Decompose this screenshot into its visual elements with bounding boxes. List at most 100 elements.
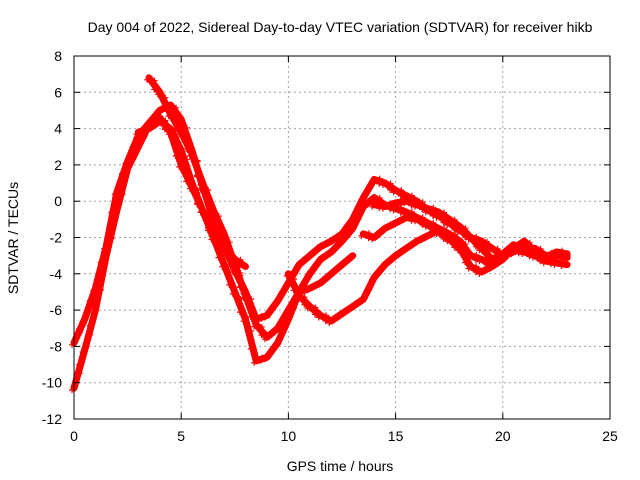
data-point — [322, 318, 329, 325]
y-tick-label: -2 — [50, 230, 63, 246]
data-point — [462, 249, 469, 256]
data-point — [354, 300, 361, 307]
data-point — [326, 320, 333, 326]
data-point — [369, 276, 376, 283]
data-point — [519, 247, 526, 254]
y-tick-label: 6 — [54, 84, 62, 100]
data-point — [262, 336, 268, 343]
data-point — [269, 304, 276, 311]
data-point — [204, 227, 211, 234]
data-point — [87, 303, 94, 310]
data-point — [161, 105, 168, 112]
y-tick-labels: -12 -10 -8 -6 -4 -2 0 2 4 6 8 — [42, 48, 62, 427]
data-point — [333, 243, 340, 250]
data-point — [236, 284, 243, 291]
data-point — [419, 216, 426, 223]
data-point — [326, 251, 333, 257]
data-point — [476, 258, 483, 265]
data-point — [301, 278, 308, 285]
y-tick-label: 4 — [54, 121, 62, 137]
data-point — [90, 287, 97, 294]
data-point — [387, 186, 393, 193]
data-point — [422, 234, 429, 241]
data-point — [237, 256, 244, 263]
data-point — [301, 257, 308, 264]
data-point — [76, 326, 83, 332]
series-track-4 — [133, 117, 571, 366]
data-point — [369, 203, 376, 210]
data-point — [379, 182, 386, 188]
data-point — [291, 305, 297, 312]
data-point — [194, 200, 201, 207]
y-tick-label: -12 — [42, 411, 62, 427]
data-point — [90, 309, 97, 316]
data-point — [440, 215, 447, 222]
data-point — [140, 128, 147, 135]
data-point — [483, 254, 490, 261]
data-point — [376, 175, 383, 182]
data-point — [451, 223, 458, 230]
data-point — [333, 266, 340, 273]
data-point — [258, 332, 265, 339]
data-point — [186, 182, 193, 188]
data-point — [430, 222, 437, 229]
data-point — [408, 202, 415, 209]
data-point — [272, 341, 279, 348]
data-point — [312, 304, 319, 311]
data-point — [347, 305, 354, 312]
data-point — [301, 294, 308, 301]
data-point — [390, 189, 397, 196]
data-point — [272, 327, 279, 334]
y-tick-label: 0 — [54, 193, 62, 209]
data-point — [219, 263, 226, 270]
data-point — [333, 315, 340, 322]
data-point — [151, 122, 158, 129]
data-point — [379, 205, 386, 212]
data-point — [462, 241, 469, 247]
data-point — [430, 204, 437, 211]
data-point — [226, 239, 233, 246]
data-point — [401, 247, 408, 254]
data-point — [162, 94, 169, 101]
data-point — [186, 153, 193, 159]
data-point — [358, 232, 365, 239]
data-point — [497, 258, 504, 265]
y-tick-label: -6 — [50, 302, 63, 318]
data-point — [215, 213, 222, 220]
data-point — [323, 312, 330, 319]
data-point — [390, 222, 397, 228]
data-point — [526, 247, 533, 254]
data-point — [304, 272, 311, 279]
data-point — [344, 231, 351, 238]
data-point — [183, 171, 190, 178]
data-point — [530, 251, 536, 257]
data-point — [98, 269, 104, 276]
data-point — [440, 235, 447, 242]
data-point — [183, 156, 190, 163]
data-point — [205, 187, 212, 194]
data-point — [111, 191, 118, 198]
data-point — [229, 290, 236, 297]
data-point — [473, 251, 480, 258]
data-point — [301, 301, 308, 308]
data-point — [526, 239, 533, 246]
data-point — [387, 257, 393, 264]
data-point — [551, 261, 558, 268]
data-point — [312, 283, 318, 290]
data-point — [290, 287, 297, 294]
data-point — [476, 271, 483, 277]
grid-lines — [74, 56, 610, 419]
data-point — [269, 346, 276, 353]
data-point — [365, 184, 372, 191]
data-point — [154, 120, 161, 127]
data-point — [451, 244, 458, 251]
data-point — [262, 314, 268, 321]
data-point — [365, 199, 372, 206]
data-point — [422, 223, 429, 230]
x-tick-label: 15 — [388, 428, 404, 444]
data-point — [151, 86, 158, 93]
data-point — [154, 91, 161, 98]
data-point — [326, 272, 333, 279]
data-point — [194, 187, 201, 194]
